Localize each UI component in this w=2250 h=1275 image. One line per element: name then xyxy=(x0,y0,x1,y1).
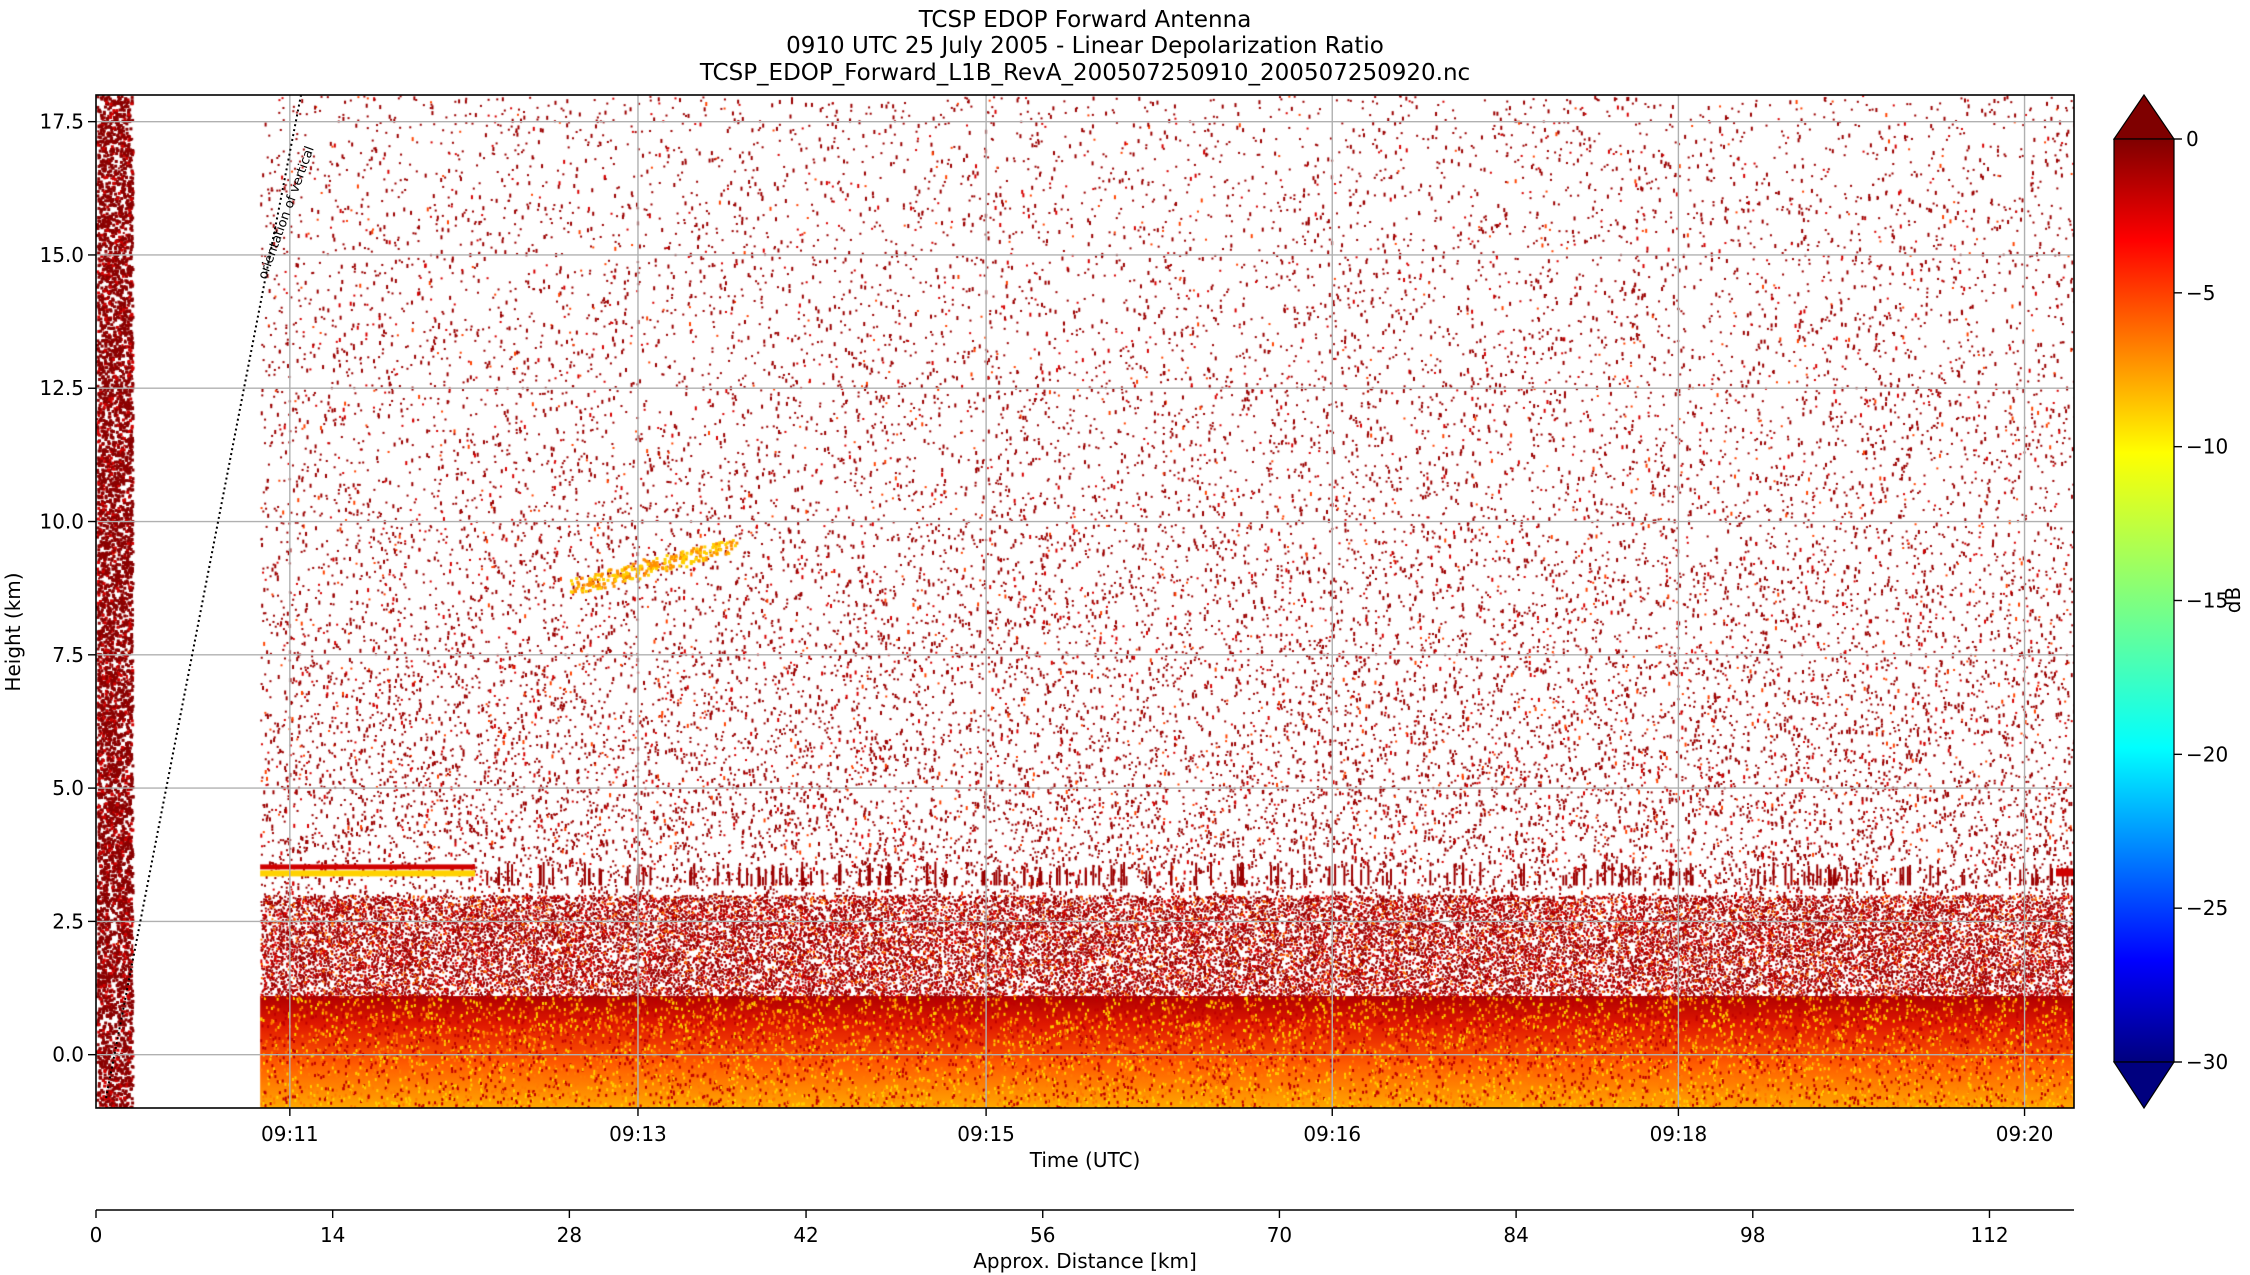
y-tick-label: 10.0 xyxy=(39,510,84,534)
x-axis-ticks: 09:11 09:13 09:15 09:16 09:18 09:20 xyxy=(261,1108,2053,1146)
distance-tick-label: 70 xyxy=(1267,1223,1292,1247)
y-tick-label: 2.5 xyxy=(52,909,84,933)
distance-tick-label: 56 xyxy=(1030,1223,1055,1247)
distance-tick-label: 84 xyxy=(1503,1223,1528,1247)
grid-lines xyxy=(96,95,2074,1108)
colorbar-gradient xyxy=(2113,138,2175,1063)
y-tick-label: 12.5 xyxy=(39,376,84,400)
distance-axis: 0 14 28 42 56 70 84 98 112 Approx. Distance [km] xyxy=(90,1209,2074,1273)
title-line-3: TCSP_EDOP_Forward_L1B_RevA_200507250910_… xyxy=(699,60,1470,86)
colorbar-label: dB xyxy=(2221,587,2245,613)
y-tick-label: 17.5 xyxy=(39,110,84,134)
colorbar-ticks: 0 −5 −10 −15 −20 −25 −30 xyxy=(2174,127,2228,1074)
x-axis-label: Time (UTC) xyxy=(1029,1148,1141,1172)
x-tick-label: 09:18 xyxy=(1650,1122,1708,1146)
distance-axis-ticks: 0 14 28 42 56 70 84 98 112 xyxy=(90,1210,2009,1247)
distance-tick-label: 112 xyxy=(1970,1223,2008,1247)
distance-tick-label: 98 xyxy=(1740,1223,1765,1247)
plot-frame xyxy=(95,94,2075,1109)
orientation-line xyxy=(105,95,302,1099)
y-tick-label: 0.0 xyxy=(52,1043,84,1067)
y-tick-label: 5.0 xyxy=(52,776,84,800)
title-line-1: TCSP EDOP Forward Antenna xyxy=(918,7,1252,33)
chart-title: TCSP EDOP Forward Antenna 0910 UTC 25 Ju… xyxy=(699,7,1470,86)
colorbar-tick-label: −20 xyxy=(2186,742,2228,766)
x-tick-label: 09:16 xyxy=(1303,1122,1361,1146)
colorbar-tick-label: −10 xyxy=(2186,435,2228,459)
distance-tick-label: 0 xyxy=(90,1223,103,1247)
x-tick-label: 09:11 xyxy=(261,1122,319,1146)
title-line-2: 0910 UTC 25 July 2005 - Linear Depolariz… xyxy=(786,33,1384,59)
y-axis-ticks: 0.0 2.5 5.0 7.5 10.0 12.5 15.0 17.5 xyxy=(39,110,96,1067)
distance-axis-label: Approx. Distance [km] xyxy=(973,1249,1197,1273)
plot-content: orientation of vertical xyxy=(96,95,2074,1108)
plot-area: orientation of vertical 0.0 2.5 5.0 7.5 10.0… xyxy=(1,94,2075,1172)
distance-tick-label: 42 xyxy=(793,1223,818,1247)
colorbar-tick-label: −15 xyxy=(2186,589,2228,613)
colorbar-tick-label: −5 xyxy=(2186,281,2215,305)
colorbar-extend-bottom xyxy=(2112,1061,2176,1110)
y-axis-label: Height (km) xyxy=(1,572,25,691)
distance-tick-label: 14 xyxy=(320,1223,345,1247)
colorbar-tick-label: −25 xyxy=(2186,896,2228,920)
colorbar-tick-label: −30 xyxy=(2186,1050,2228,1074)
colorbar-extend-top xyxy=(2112,93,2176,140)
x-tick-label: 09:20 xyxy=(1996,1122,2054,1146)
x-tick-label: 09:13 xyxy=(609,1122,667,1146)
colorbar: 0 −5 −10 −15 −20 −25 −30 dB xyxy=(2112,93,2245,1110)
x-tick-label: 09:15 xyxy=(957,1122,1015,1146)
distance-tick-label: 28 xyxy=(557,1223,582,1247)
y-tick-label: 7.5 xyxy=(52,643,84,667)
y-tick-label: 15.0 xyxy=(39,243,84,267)
lidr-heatmap-image xyxy=(96,95,2074,1108)
colorbar-tick-label: 0 xyxy=(2186,127,2199,151)
